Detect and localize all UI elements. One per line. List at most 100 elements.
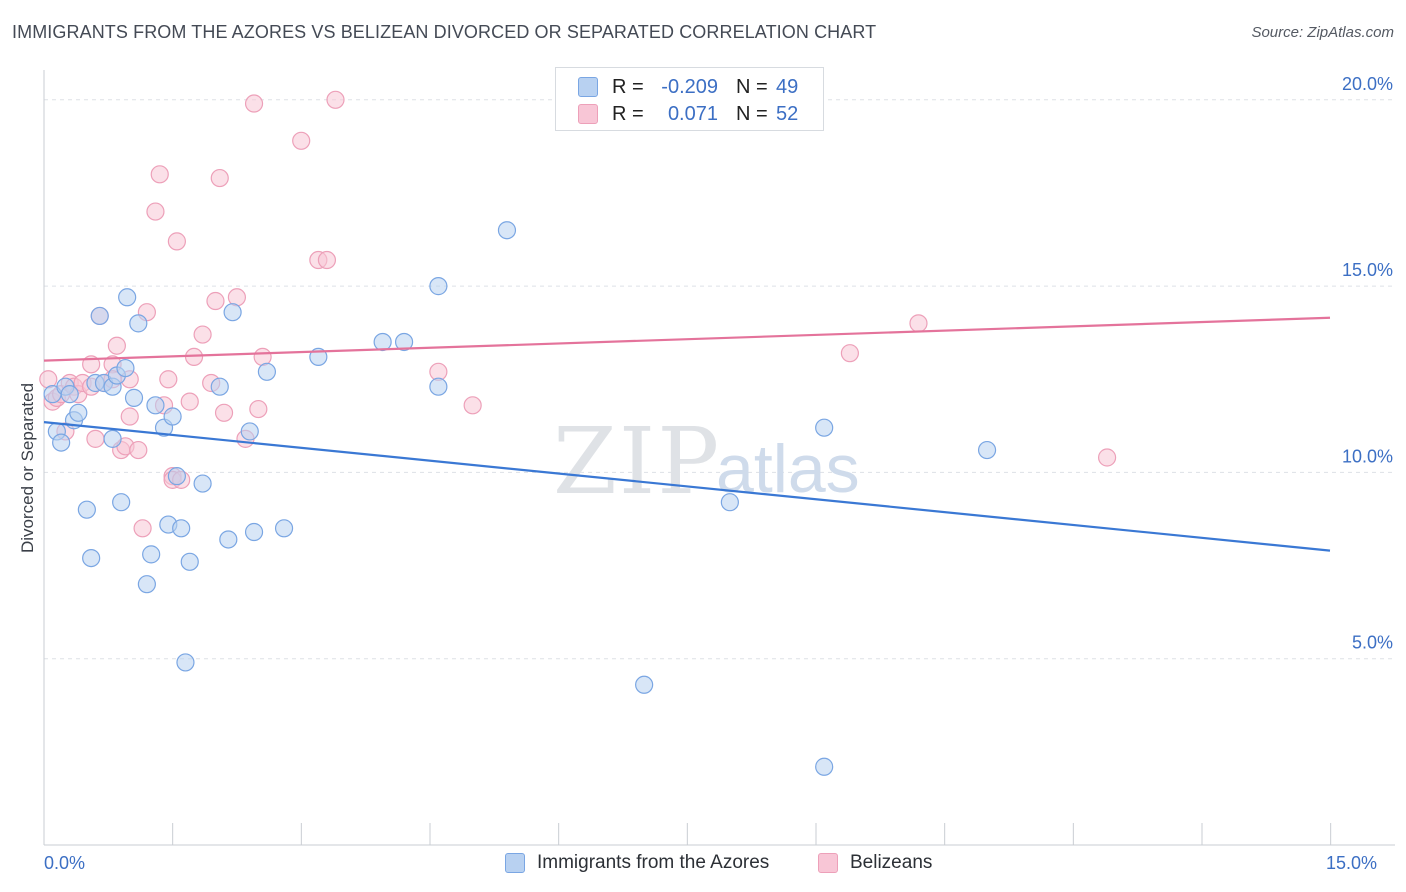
belizeans-point [210,168,229,188]
belizeans-point [86,429,105,448]
belizeans-point [107,336,126,355]
watermark-atlas: atlas [716,431,860,507]
stats-row-belizeans: R = 0.071 N = 52 [578,101,798,127]
azores-point [82,549,101,568]
belizeans-point [167,232,186,251]
n-label: N = [736,75,768,98]
azores-point [167,467,186,486]
azores-point [257,362,277,381]
azores-point [180,552,199,571]
belizeans-point [1097,448,1117,467]
azores-point [210,377,229,396]
stats-legend: R = -0.209 N = 49 R = 0.071 N = 52 [555,67,824,131]
azores-point [429,377,448,396]
belizeans-point [249,399,268,419]
azores-point [429,277,448,296]
y-tick-labels: 5.0% 10.0% 15.0% 20.0% [1342,74,1393,653]
r-value: -0.209 [661,75,718,98]
belizeans-point [909,314,928,333]
y-tick-label: 10.0% [1342,446,1393,466]
belizeans-point [146,202,165,221]
azores-point [223,303,242,322]
source-label: Source: ZipAtlas.com [1251,24,1394,41]
belizeans-point [244,94,264,113]
watermark: ZIP atlas [553,408,860,515]
azores-point [69,403,88,422]
azores-point [77,500,96,519]
azores-point [163,407,182,426]
azores-point [219,530,238,549]
belizeans-point [180,392,199,411]
y-tick-label: 15.0% [1342,260,1393,280]
belizeans-point [214,403,234,422]
r-label: R = [612,75,644,98]
n-label: N = [736,102,768,125]
azores-point [497,221,517,240]
belizeans-point [150,165,169,184]
chart-title: IMMIGRANTS FROM THE AZORES VS BELIZEAN D… [12,22,877,42]
belizeans-point [39,370,58,389]
belizeans-swatch [578,104,598,124]
azores-point [146,396,165,415]
y-tick-label: 5.0% [1352,633,1393,653]
series-legend: Immigrants from the Azores Belizeans [0,852,1406,878]
azores-trend-line [43,421,1331,552]
azores-point [90,306,109,326]
azores-point [274,519,294,538]
belizeans-point [227,288,246,307]
azores-point [116,358,135,378]
belizeans-point [317,250,337,270]
n-value: 52 [776,102,799,125]
azores-point [52,433,71,452]
azores-point [244,522,264,542]
azores-point [118,288,137,307]
legend-item-azores: Immigrants from the Azores [505,852,769,874]
r-label: R = [612,102,644,125]
azores-point [720,493,739,512]
legend-swatch-belizeans [818,853,838,873]
belizeans-point [133,519,152,538]
belizeans-point [193,325,212,344]
y-tick-label: 20.0% [1342,74,1393,94]
x-tick-label-max: 15.0% [1326,853,1378,873]
azores-point [137,575,156,594]
azores-point [142,545,161,564]
belizeans-point [326,90,345,109]
belizeans-point [840,344,859,363]
axes [43,70,1395,846]
belizeans-point [159,370,178,389]
azores-point [124,388,144,407]
belizeans-point [120,407,139,426]
stats-row-azores: R = -0.209 N = 49 [578,74,798,100]
legend-swatch-azores [505,853,525,873]
azores-point [977,440,997,460]
azores-point [394,332,414,352]
azores-points [43,221,997,776]
r-value: 0.071 [667,102,718,125]
azores-point [193,474,212,493]
belizeans-trend-line [43,316,1331,362]
azores-point [373,332,392,352]
trend-lines [43,316,1331,552]
azores-point [240,422,259,441]
legend-item-belizeans: Belizeans [818,852,932,874]
azores-point [635,675,654,694]
x-tick-label-min: 0.0% [44,853,86,873]
azores-point [815,757,834,776]
azores-point [176,653,195,672]
azores-point [129,314,148,333]
grid-lines [44,99,1395,660]
n-value: 49 [776,75,799,98]
belizeans-point [463,396,482,415]
belizeans-point [206,291,225,311]
azores-point [103,429,122,448]
belizeans-point [292,131,311,150]
legend-label-azores: Immigrants from the Azores [537,852,770,873]
belizeans-point [253,347,272,366]
legend-label-belizeans: Belizeans [850,852,933,873]
azores-point [815,418,834,437]
azores-point [172,519,191,538]
watermark-zip: ZIP [553,408,721,515]
azores-point [60,385,79,404]
